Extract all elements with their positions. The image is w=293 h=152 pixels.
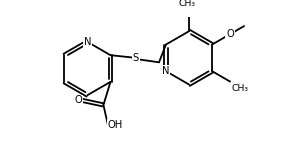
Text: N: N [162, 66, 170, 76]
Text: O: O [75, 95, 83, 105]
Text: S: S [133, 53, 139, 63]
Text: OH: OH [108, 120, 123, 130]
Text: O: O [226, 29, 234, 39]
Text: CH₃: CH₃ [232, 84, 249, 93]
Text: N: N [84, 37, 91, 47]
Text: methoxy: methoxy [246, 25, 252, 26]
Text: CH₃: CH₃ [179, 0, 196, 8]
